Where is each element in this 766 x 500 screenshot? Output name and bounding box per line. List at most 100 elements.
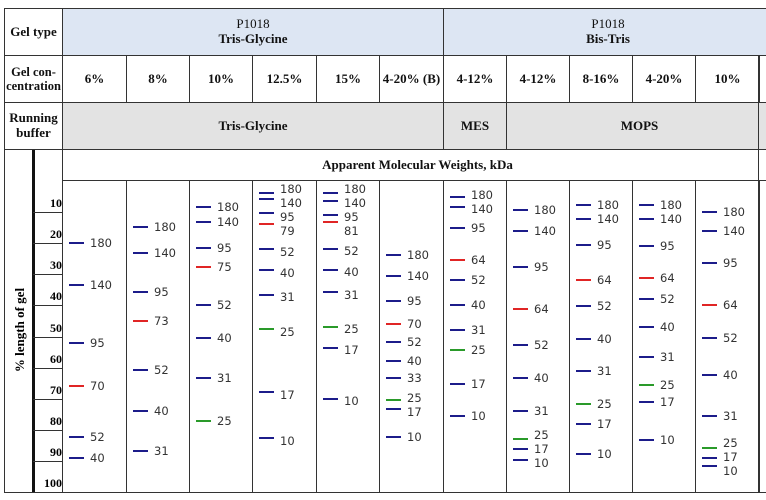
band-mw-label: 180 (597, 197, 619, 212)
band-marker (259, 436, 274, 439)
band-mw-label: 180 (471, 187, 493, 202)
band-marker (513, 265, 528, 268)
band-mw-label: 17 (280, 388, 295, 403)
mw-title: Apparent Molecular Weights, kDa (62, 149, 766, 181)
band-mw-label: 52 (217, 298, 232, 313)
band-mw-label: 180 (723, 205, 745, 220)
band-mw-label: 17 (471, 377, 486, 392)
running-buffer-label: Running buffer (4, 102, 63, 150)
band-mw-label: 25 (471, 342, 486, 357)
band-marker (513, 448, 528, 451)
band-mw-label: 40 (90, 450, 105, 465)
band-mw-label: 64 (723, 297, 738, 312)
band-mw-label: 73 (154, 313, 169, 328)
band-mw-label: 140 (723, 223, 745, 238)
band-mw-label: 95 (280, 210, 295, 224)
band-marker (323, 213, 338, 216)
band-marker (513, 343, 528, 346)
band-marker (576, 370, 591, 373)
band-marker (386, 341, 401, 344)
band-marker (386, 398, 401, 401)
band-mw-label: 79 (280, 224, 295, 238)
band-mw-label: 52 (344, 243, 359, 258)
band-marker (576, 422, 591, 425)
band-mw-label: 95 (660, 238, 675, 253)
band-mw-label: 40 (534, 370, 549, 385)
band-marker (259, 211, 274, 214)
y-axis-tick-label: 100 (44, 476, 62, 490)
band-marker (450, 195, 465, 198)
band-mw-label: 52 (660, 292, 675, 307)
band-mw-label: 10 (534, 456, 549, 471)
y-axis-tick-label: 20 (50, 227, 62, 242)
band-mw-label: 140 (280, 196, 302, 210)
band-mw-label: 95 (597, 238, 612, 253)
band-marker (133, 225, 148, 228)
band-marker (323, 397, 338, 400)
gel-concentration: 10% (695, 55, 760, 103)
gel-concentration: 8% (126, 55, 190, 103)
band-marker (69, 435, 84, 438)
band-marker (639, 244, 654, 247)
band-marker (386, 408, 401, 411)
y-axis-label: % length of gel (12, 287, 27, 373)
band-marker (513, 376, 528, 379)
band-mw-label: 10 (344, 393, 359, 408)
band-mw-label: 95 (471, 220, 486, 235)
group-header-tris-glycine: P1018 Tris-Glycine (62, 8, 444, 56)
band-mw-label: 81 (344, 224, 359, 238)
band-mw-label: 52 (471, 272, 486, 287)
band-mw-label: 17 (723, 450, 738, 465)
band-marker (259, 197, 274, 200)
band-mw-label: 31 (154, 443, 169, 458)
band-mw-label: 140 (471, 201, 493, 216)
band-marker (259, 222, 274, 225)
band-marker (259, 391, 274, 394)
band-mw-label: 25 (217, 414, 232, 429)
gel-concentration: 10% (189, 55, 253, 103)
band-marker (133, 251, 148, 254)
y-axis-tick-label: 10 (50, 196, 62, 211)
band-marker (450, 259, 465, 262)
band-marker (69, 456, 84, 459)
band-marker (323, 291, 338, 294)
band-mw-label: 140 (154, 245, 176, 260)
band-mw-label: 40 (660, 319, 675, 334)
gel-concentration: 8-16% (569, 55, 633, 103)
band-mw-label: 140 (597, 211, 619, 226)
band-marker (450, 226, 465, 229)
band-marker (576, 203, 591, 206)
band-marker (386, 323, 401, 326)
band-mw-label: 95 (407, 294, 422, 309)
band-mw-label: 95 (154, 284, 169, 299)
band-mw-label: 10 (471, 409, 486, 424)
band-mw-label: 52 (723, 331, 738, 346)
y-axis-tick-label: 60 (50, 351, 62, 366)
band-marker (196, 420, 211, 423)
band-marker (323, 221, 338, 224)
y-axis-tick (33, 492, 63, 493)
band-mw-label: 17 (660, 395, 675, 410)
band-marker (576, 278, 591, 281)
band-marker (513, 458, 528, 461)
band-marker (639, 439, 654, 442)
band-mw-label: 180 (407, 248, 429, 263)
band-marker (323, 200, 338, 203)
band-mw-label: 52 (280, 244, 295, 259)
y-axis-tick-label: 50 (50, 320, 62, 335)
band-mw-label: 31 (217, 370, 232, 385)
gel-concentration-label: Gel con-centration (4, 55, 63, 103)
y-axis-tick (33, 305, 63, 307)
product-code: P1018 (591, 16, 625, 32)
y-axis-tick-label: 90 (50, 444, 62, 459)
band-mw-label: 10 (407, 429, 422, 444)
band-marker (702, 303, 717, 306)
band-marker (69, 384, 84, 387)
band-marker (69, 241, 84, 244)
partial-lane (758, 55, 766, 493)
band-marker (450, 205, 465, 208)
band-marker (133, 319, 148, 322)
band-mw-label: 31 (723, 409, 738, 424)
band-marker (702, 337, 717, 340)
gel-concentration: 4-20% (632, 55, 696, 103)
